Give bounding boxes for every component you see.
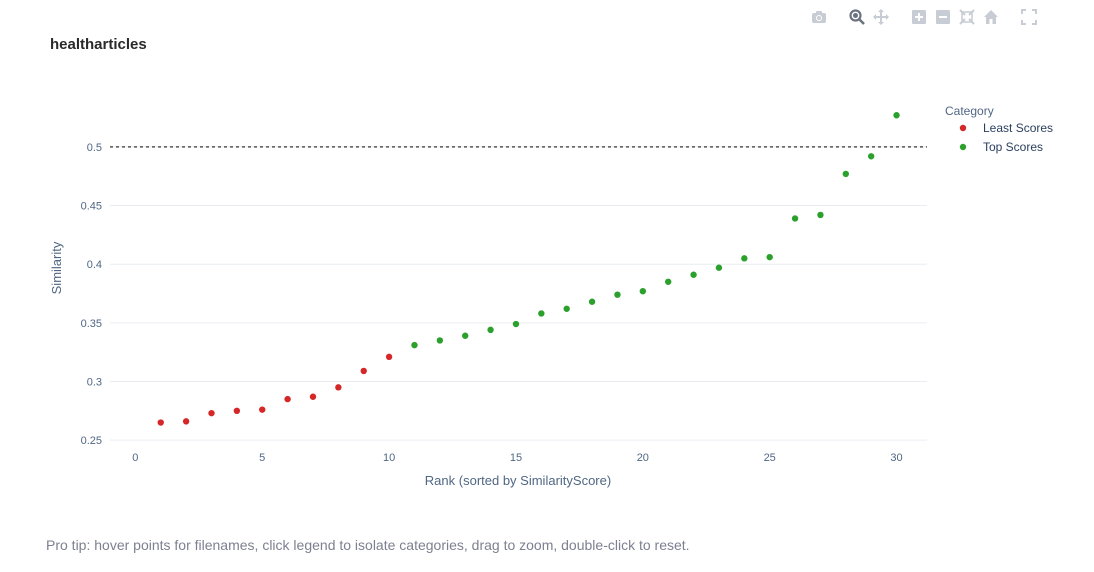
data-point[interactable] (436, 337, 444, 344)
legend-label: Least Scores (983, 121, 1053, 135)
y-tick-label: 0.25 (81, 435, 102, 447)
y-tick-label: 0.35 (81, 318, 102, 330)
legend-title: Category (945, 104, 994, 118)
legend-label: Top Scores (983, 140, 1043, 154)
data-point[interactable] (817, 211, 824, 219)
pro-tip-text: Pro tip: hover points for filenames, cli… (46, 537, 690, 553)
data-point[interactable] (284, 395, 291, 403)
x-tick-label: 20 (637, 452, 649, 464)
legend-marker (959, 124, 967, 132)
data-point[interactable] (867, 153, 875, 160)
data-point[interactable] (309, 393, 317, 400)
data-point[interactable] (842, 170, 850, 178)
x-tick-label: 15 (510, 452, 522, 464)
y-axis-ticks: 0.25 0.3 0.35 0.4 0.45 0.5 (81, 142, 102, 447)
data-point[interactable] (462, 332, 469, 339)
series-least-scores (157, 353, 393, 426)
data-point[interactable] (766, 253, 773, 261)
legend-marker (959, 143, 967, 151)
y-tick-label: 0.4 (87, 259, 102, 271)
data-point[interactable] (233, 407, 241, 415)
x-tick-label: 10 (383, 452, 395, 464)
scatter-chart: healtharticles 0.25 0.3 0.35 0.4 0.45 0.5 0 5 1… (49, 36, 1053, 488)
data-point[interactable] (538, 310, 545, 317)
data-point[interactable] (411, 341, 418, 349)
x-axis-ticks: 0 5 10 15 20 25 30 (132, 452, 902, 464)
data-points (157, 112, 900, 426)
reset-axes-icon[interactable] (982, 8, 1000, 26)
pan-icon[interactable] (872, 8, 890, 26)
data-point[interactable] (487, 326, 494, 334)
x-tick-label: 25 (764, 452, 776, 464)
data-point[interactable] (588, 298, 596, 305)
data-point[interactable] (512, 320, 520, 328)
legend: Category Least Scores Top Scores (945, 104, 1053, 154)
x-tick-label: 0 (132, 452, 138, 464)
zoom-out-icon[interactable] (934, 8, 952, 26)
data-point[interactable] (715, 264, 723, 271)
fullscreen-icon[interactable] (1020, 8, 1038, 26)
data-point[interactable] (639, 287, 647, 295)
y-tick-label: 0.5 (87, 142, 102, 154)
zoom-icon[interactable] (848, 8, 866, 26)
data-point[interactable] (563, 305, 570, 312)
y-tick-label: 0.45 (81, 201, 102, 213)
chart-modebar (810, 8, 1038, 26)
series-top-scores (411, 112, 900, 349)
data-point[interactable] (690, 271, 697, 278)
legend-item[interactable]: Least Scores (959, 121, 1053, 135)
y-tick-label: 0.3 (87, 376, 102, 388)
data-point[interactable] (335, 384, 342, 391)
data-point[interactable] (893, 112, 900, 119)
x-tick-label: 5 (259, 452, 265, 464)
legend-item[interactable]: Top Scores (959, 140, 1043, 154)
x-axis-title: Rank (sorted by SimilarityScore) (425, 473, 611, 488)
data-point[interactable] (157, 419, 164, 426)
chart-title: healtharticles (50, 36, 147, 53)
data-point[interactable] (385, 353, 393, 361)
data-point[interactable] (182, 418, 190, 425)
zoom-in-icon[interactable] (910, 8, 928, 26)
data-point[interactable] (208, 409, 215, 417)
data-point[interactable] (791, 215, 799, 222)
camera-icon[interactable] (810, 8, 828, 26)
data-point[interactable] (259, 406, 266, 413)
x-tick-label: 30 (890, 452, 902, 464)
data-point[interactable] (741, 255, 748, 262)
grid-lines (110, 146, 927, 441)
data-point[interactable] (664, 278, 672, 285)
data-point[interactable] (614, 291, 621, 298)
data-point[interactable] (360, 367, 367, 375)
autoscale-icon[interactable] (958, 8, 976, 26)
y-axis-title: Similarity (49, 241, 64, 294)
